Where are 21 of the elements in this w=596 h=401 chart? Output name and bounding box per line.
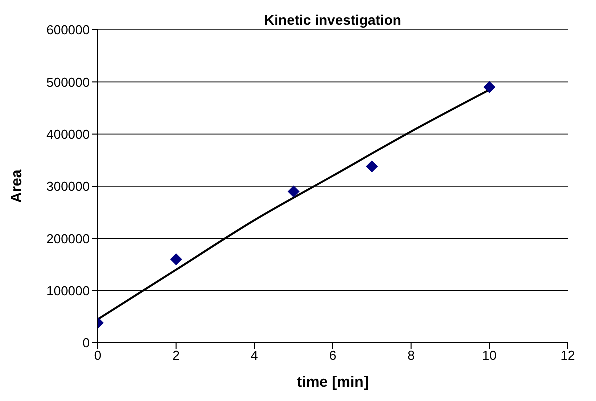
x-tick-label: 10	[482, 348, 497, 364]
point	[170, 254, 182, 266]
y-tick-label: 200000	[46, 231, 90, 246]
y-tick-label: 0	[82, 336, 90, 351]
y-tick-label: 100000	[46, 283, 90, 298]
chart-title: Kinetic investigation	[264, 12, 402, 28]
x-tick-label: 4	[251, 348, 258, 364]
y-tick-label: 600000	[46, 22, 90, 38]
point	[484, 81, 496, 94]
x-tick-label: 6	[329, 348, 337, 364]
x-axis-title: time [min]	[297, 374, 369, 391]
x-tick-label: 8	[408, 348, 415, 364]
point	[366, 160, 378, 173]
y-tick-label: 300000	[46, 179, 90, 194]
x-tick-label: 0	[94, 348, 102, 364]
y-axis-title: Area	[8, 169, 26, 204]
x-tick-label: 12	[560, 348, 576, 364]
x-tick-label: 2	[172, 348, 180, 364]
point	[288, 186, 300, 198]
y-tick-label: 500000	[46, 74, 90, 90]
y-tick-label: 400000	[46, 126, 90, 142]
